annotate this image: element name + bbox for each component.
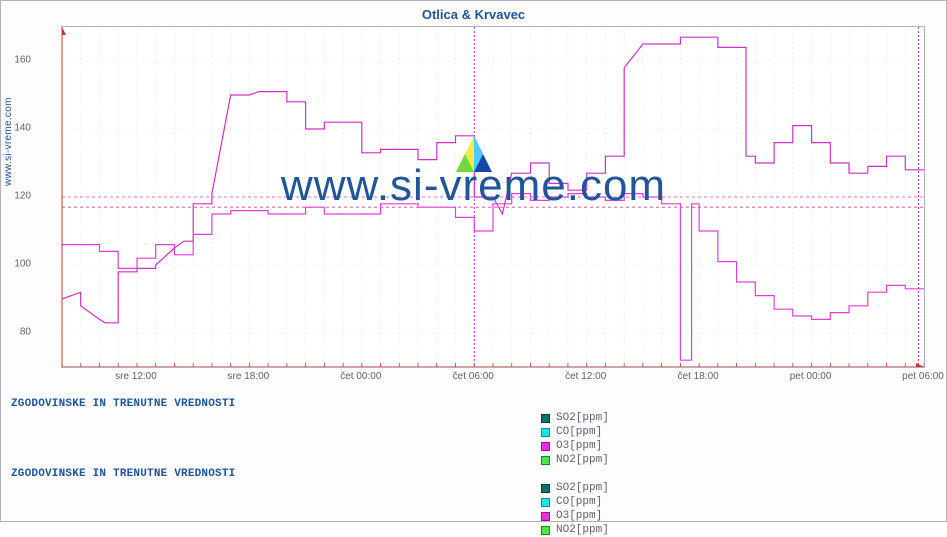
section-subtitle: ZGODOVINSKE IN TRENUTNE VREDNOSTI <box>11 398 235 410</box>
x-tick-label: čet 12:00 <box>565 371 606 382</box>
chart-title: Otlica & Krvavec <box>1 7 946 22</box>
legend-item: CO[ppm] <box>541 425 609 439</box>
x-tick-label: čet 18:00 <box>678 371 719 382</box>
legend-swatch-icon <box>541 456 550 465</box>
legend-label: SO2[ppm] <box>556 412 609 424</box>
legend-item: NO2[ppm] <box>541 453 609 467</box>
legend-swatch-icon <box>541 498 550 507</box>
x-tick-label: čet 00:00 <box>340 371 381 382</box>
x-tick-label: pet 00:00 <box>790 371 832 382</box>
legend-item: CO[ppm] <box>541 495 609 509</box>
x-tick-label: pet 06:00 <box>902 371 944 382</box>
x-tick-label: sre 18:00 <box>228 371 270 382</box>
x-tick-label: čet 06:00 <box>453 371 494 382</box>
legend-swatch-icon <box>541 428 550 437</box>
y-tick-label: 160 <box>5 55 31 66</box>
legend-swatch-icon <box>541 484 550 493</box>
legend-swatch-icon <box>541 442 550 451</box>
y-tick-label: 120 <box>5 191 31 202</box>
legend-swatch-icon <box>541 512 550 521</box>
legend-item: NO2[ppm] <box>541 523 609 537</box>
legend-label: O3[ppm] <box>556 510 602 522</box>
x-tick-label: sre 12:00 <box>115 371 157 382</box>
series-O3-B <box>62 194 924 361</box>
legend-swatch-icon <box>541 526 550 535</box>
y-tick-label: 100 <box>5 259 31 270</box>
legend-item: SO2[ppm] <box>541 411 609 425</box>
legend-label: CO[ppm] <box>556 426 602 438</box>
legend-label: CO[ppm] <box>556 496 602 508</box>
legend-swatch-icon <box>541 414 550 423</box>
legend-item: O3[ppm] <box>541 439 609 453</box>
legend-block: SO2[ppm] CO[ppm] O3[ppm] NO2[ppm] <box>541 411 609 467</box>
legend-block: SO2[ppm] CO[ppm] O3[ppm] NO2[ppm] <box>541 481 609 537</box>
section-subtitle: ZGODOVINSKE IN TRENUTNE VREDNOSTI <box>11 468 235 480</box>
legend-label: NO2[ppm] <box>556 524 609 536</box>
y-axis-label: www.si-vreme.com <box>3 97 14 186</box>
legend-label: SO2[ppm] <box>556 482 609 494</box>
legend-label: O3[ppm] <box>556 440 602 452</box>
plot-area <box>61 26 925 368</box>
y-tick-label: 80 <box>5 327 31 338</box>
legend-item: O3[ppm] <box>541 509 609 523</box>
legend-item: SO2[ppm] <box>541 481 609 495</box>
x-ticks: sre 12:00 sre 18:00 čet 00:00 čet 06:00 čet … <box>61 371 923 385</box>
y-tick-label: 140 <box>5 123 31 134</box>
legend-label: NO2[ppm] <box>556 454 609 466</box>
series-O3-A <box>62 37 924 323</box>
chart-frame: Otlica & Krvavec www.si-vreme.com 80 100 1… <box>0 0 947 522</box>
